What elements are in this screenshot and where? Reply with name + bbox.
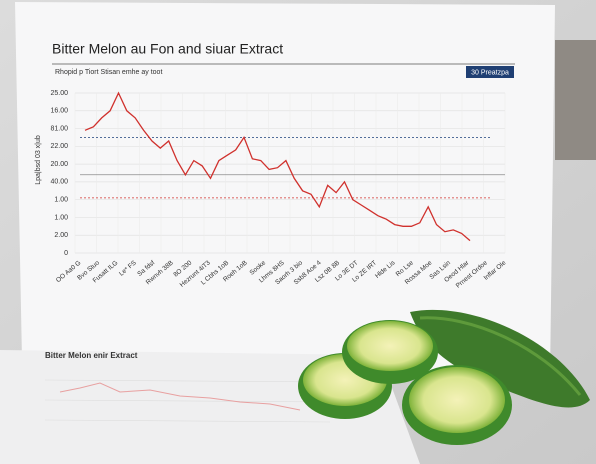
badge-text: 30 Preatzpa [471, 69, 509, 76]
y-axis-label: Lpa|bsd 03 x|ub [35, 135, 42, 185]
paper [15, 2, 555, 375]
y-tick-label: 1.00 [54, 197, 68, 204]
bottom-sheet-title: Bitter Melon enir Extract [45, 351, 138, 360]
chart-title: Bitter Melon au Fon and siuar Extract [52, 41, 283, 57]
y-tick-label: 20.00 [50, 161, 68, 168]
y-tick-label: 0 [64, 250, 68, 257]
background-object [555, 40, 596, 160]
y-tick-label: 40.00 [50, 179, 68, 186]
y-tick-label: 81.00 [50, 125, 68, 132]
y-tick-label: 22.00 [50, 143, 68, 150]
chart-subtitle: Rhopid p Tiort Stisan emhe ay toot [55, 69, 162, 76]
y-tick-label: 1.00 [54, 214, 68, 221]
data-line [84, 91, 471, 242]
y-tick-label: 2.00 [54, 232, 68, 239]
bottom-sheet-chart [44, 379, 331, 423]
y-tick-label: 25.00 [50, 90, 68, 97]
bitter-melon [298, 309, 590, 445]
y-tick-label: 16.00 [50, 108, 68, 115]
badge [466, 66, 514, 78]
